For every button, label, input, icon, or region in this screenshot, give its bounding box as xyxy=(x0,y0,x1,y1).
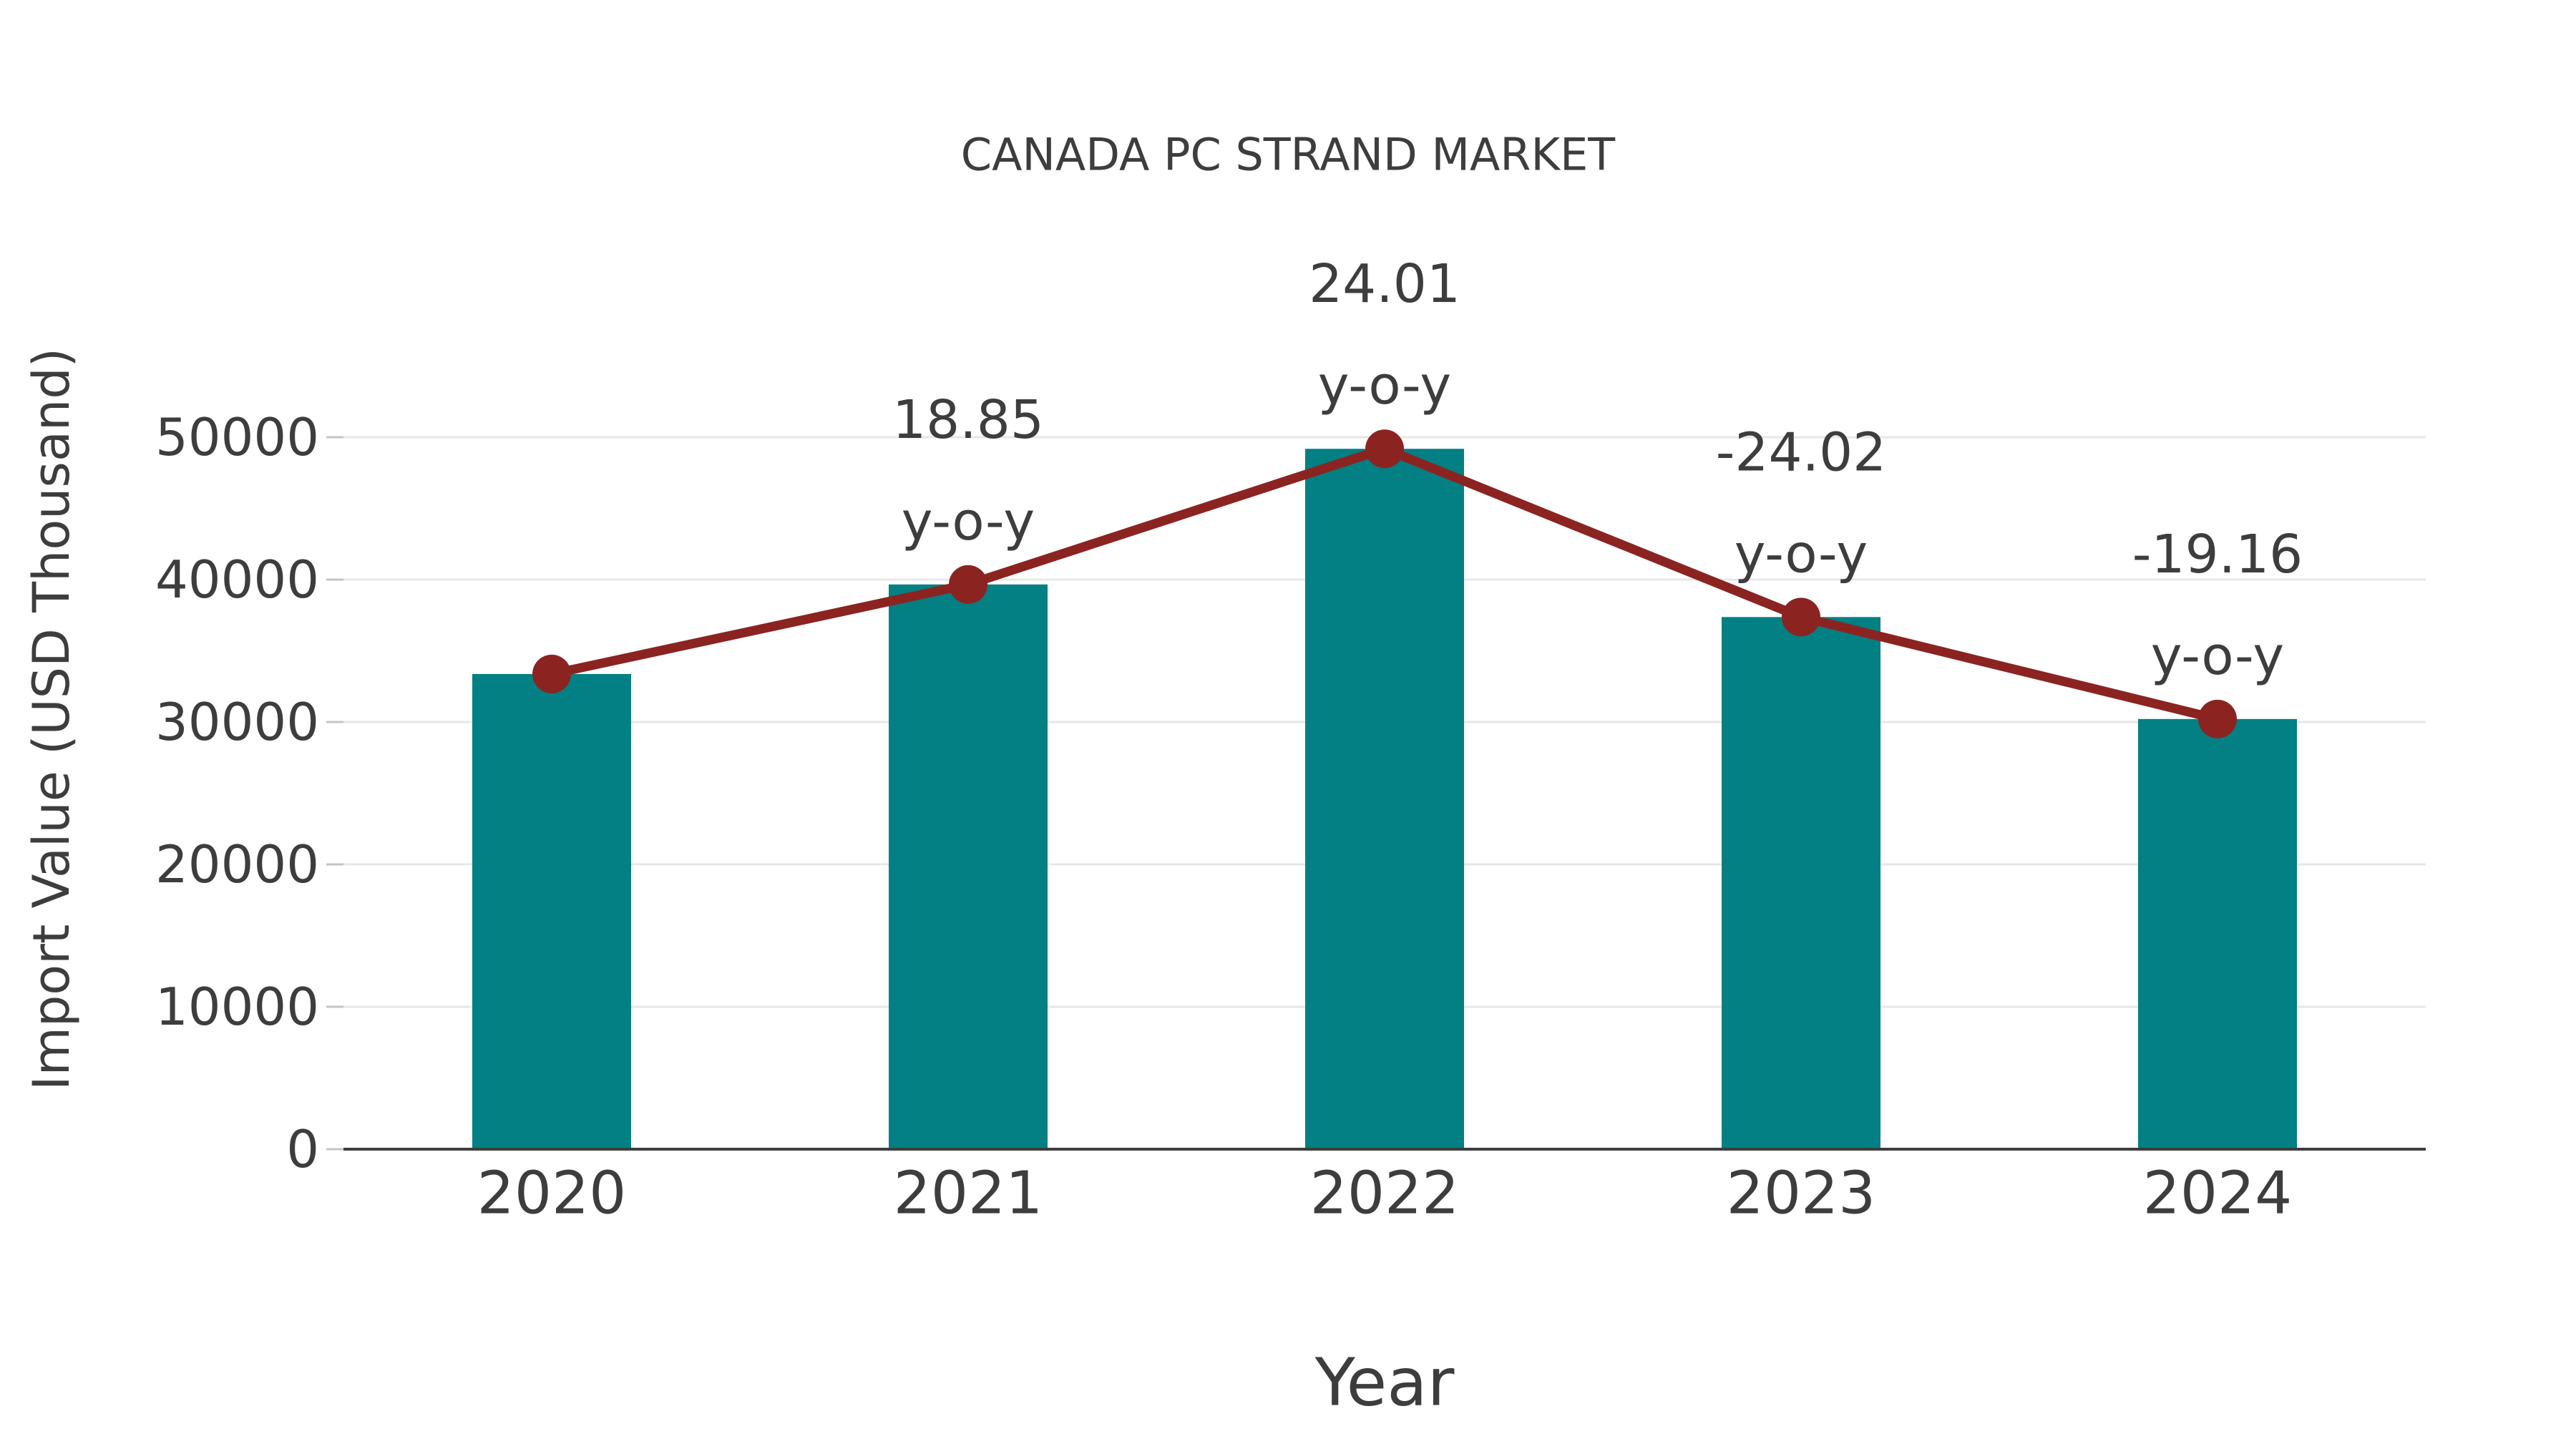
y-tick-label: 10000 xyxy=(155,977,319,1037)
line-marker-2021 xyxy=(949,565,987,604)
bar-2023 xyxy=(1722,617,1880,1149)
x-tick-label: 2022 xyxy=(1310,1160,1460,1228)
bar-2022 xyxy=(1305,449,1464,1149)
x-tick-label: 2020 xyxy=(477,1160,627,1228)
y-tick-label: 50000 xyxy=(155,407,319,467)
bar-2020 xyxy=(472,673,631,1149)
line-marker-2023 xyxy=(1782,597,1820,637)
y-axis-label: Import Value (USD Thousand) xyxy=(22,348,81,1091)
annotation-suffix: y-o-y xyxy=(902,491,1035,552)
x-tick-label: 2024 xyxy=(2143,1160,2293,1228)
y-tick-label: 40000 xyxy=(155,550,319,610)
line-marker-2020 xyxy=(532,654,571,693)
line-marker-2024 xyxy=(2198,699,2237,738)
annotation-suffix: y-o-y xyxy=(1318,355,1451,416)
x-axis-label: Year xyxy=(1314,1345,1455,1421)
annotation-suffix: y-o-y xyxy=(2151,625,2284,687)
y-tick-label: 30000 xyxy=(155,692,319,752)
chart-title: CANADA PC STRAND MARKET xyxy=(961,129,1616,181)
line-marker-2022 xyxy=(1365,429,1404,469)
y-tick-label: 20000 xyxy=(155,834,319,894)
x-tick-label: 2021 xyxy=(894,1160,1043,1228)
annotation-suffix: y-o-y xyxy=(1735,523,1868,585)
bar-2024 xyxy=(2138,718,2297,1149)
x-tick-label: 2023 xyxy=(1727,1160,1876,1228)
bar-2021 xyxy=(889,584,1048,1149)
annotation-value: -24.02 xyxy=(1716,421,1887,483)
y-tick-label: 0 xyxy=(286,1119,319,1179)
annotation-value: 18.85 xyxy=(892,389,1044,451)
annotation-value: 24.01 xyxy=(1309,253,1460,315)
annotation-value: -19.16 xyxy=(2132,524,2303,585)
